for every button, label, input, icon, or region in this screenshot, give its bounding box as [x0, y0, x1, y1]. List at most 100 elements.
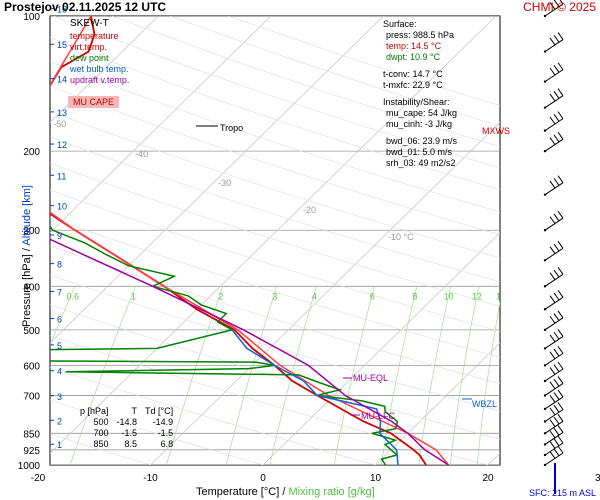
table-header: Td [°C]: [145, 406, 174, 416]
km-tick-label: 15: [57, 40, 67, 50]
mixing-ratio-label: 1: [131, 291, 136, 301]
x-tick-label: -10: [143, 473, 158, 484]
table-row: 850 8.5 6.8: [93, 439, 174, 449]
isotherm: [50, 16, 159, 123]
km-tick-label: 9: [57, 231, 62, 241]
surface-press: press: 988.5 hPa: [386, 30, 455, 40]
mixing-ratio-line: [50, 286, 76, 347]
isotherm-label: -10 °C: [388, 232, 414, 242]
wind-barb: [543, 131, 564, 153]
legend: SKEW-T temperature virt.temp. dew point …: [70, 18, 129, 86]
wind-barb: [543, 414, 564, 435]
wind-barb: [543, 267, 564, 288]
wbzl-label: WBZL: [472, 399, 497, 409]
wind-barb: [543, 240, 564, 262]
mixing-ratio-line: [541, 286, 560, 465]
p-tick-label: 400: [23, 282, 40, 293]
mxws-label: MXWS: [482, 126, 510, 136]
mixing-ratio-line: [449, 286, 480, 465]
surface-dwpt: dwpt: 10.9 °C: [386, 52, 441, 62]
isotherm: [375, 342, 500, 465]
mixing-ratio-line: [512, 286, 534, 465]
legend-dew-point: dew point: [70, 53, 109, 63]
km-tick-label: 12: [57, 140, 67, 150]
surface-temp: temp: 14.5 °C: [386, 41, 442, 51]
surface-tconv: t-conv: 14.7 °C: [383, 69, 443, 79]
wind-barb: [543, 361, 564, 383]
mixing-ratio-line: [225, 286, 278, 465]
annotations: Tropo MU-EQL MU-LFC WBZL MXWS: [196, 123, 556, 494]
surface-heading: Surface:: [383, 19, 417, 29]
km-tick-label: 6: [57, 315, 62, 325]
series-virt-temp: [50, 16, 450, 465]
legend-virt-temp: virt.temp.: [70, 42, 108, 52]
mixing-ratio-label: 14: [496, 291, 506, 301]
mu-eql-label: MU-EQL: [353, 373, 388, 383]
dry-adiabat: [50, 366, 376, 465]
tropo-label: Tropo: [220, 123, 243, 133]
bwd-01-value: bwd_01: 5.0 m/s: [386, 147, 453, 157]
wind-barb: [543, 0, 564, 18]
wind-barb: [543, 329, 564, 350]
level-table: p [hPa] T Td [°C] 500 -14.8 -14.9 700 -1.5-…: [76, 406, 177, 450]
x-axis-label: Temperature [°C] / Mixing ratio [g/kg]: [196, 486, 375, 498]
p-tick-label: 1000: [18, 461, 41, 472]
dry-adiabat: [50, 399, 264, 465]
chart-title: Prostejov 02.11.2025 12 UTC: [4, 0, 167, 14]
mixing-ratio-label: 4: [312, 291, 317, 301]
wind-barb: [543, 346, 564, 367]
km-tick-label: 5: [57, 341, 62, 351]
p-tick-label: 925: [23, 446, 40, 457]
dry-adiabat: [50, 61, 500, 213]
mixing-ratio-label: 8: [412, 291, 417, 301]
surface-info: Surface: press: 988.5 hPa temp: 14.5 °C …: [383, 19, 457, 169]
wind-barb: [543, 290, 564, 311]
mixing-ratio-line: [269, 286, 317, 465]
isotherm: [50, 16, 272, 234]
isotherm: [487, 452, 500, 465]
wind-barb: [543, 376, 564, 397]
dry-adiabat: [50, 136, 500, 283]
sfc-label: SFC: 215 m ASL: [528, 488, 596, 498]
srh-03-value: srh_03: 49 m2/s2: [386, 158, 456, 168]
km-tick-label: 13: [57, 108, 67, 118]
mu-cape-value: mu_cape: 54 J/kg: [386, 108, 458, 118]
plot-frame: [49, 15, 501, 466]
km-tick-label: 4: [57, 367, 62, 377]
axis-ticks: -30-20-100102030401002003004005006007008…: [18, 5, 600, 484]
p-tick-label: 850: [23, 429, 40, 440]
legend-temperature: temperature: [70, 31, 119, 41]
table-header: T: [131, 406, 138, 416]
series-dew-point: [50, 224, 399, 465]
legend-title: SKEW-T: [70, 18, 109, 29]
mixing-ratio-label: 0.6: [67, 291, 80, 301]
table-header: p [hPa]: [80, 406, 109, 416]
table-row: 700 -1.5 -1.5: [93, 428, 174, 438]
isotherm: [50, 16, 497, 454]
x-tick-label: 10: [370, 473, 382, 484]
wind-barbs: [543, 0, 564, 467]
legend-wet-bulb: wet bulb temp.: [70, 64, 129, 74]
isotherm: [50, 16, 384, 344]
mixing-ratio-label: 10: [444, 291, 454, 301]
wind-barb: [543, 402, 564, 423]
x-tick-label: -20: [31, 473, 46, 484]
km-tick-label: 10: [57, 202, 67, 212]
dry-adiabat: [50, 110, 500, 259]
isotherm-label: -40: [135, 149, 148, 159]
km-tick-label: 8: [57, 260, 62, 270]
x-tick-label: 20: [482, 473, 494, 484]
wind-barb: [543, 111, 564, 132]
wind-barb: [543, 62, 564, 83]
legend-updraft: updraft v.temp.: [70, 75, 130, 85]
brand-label: CHMI © 2025: [523, 0, 596, 14]
series-updraft-v-temp: [50, 238, 450, 465]
dry-adiabat: [50, 217, 500, 358]
mixing-ratio-line: [582, 286, 597, 465]
km-tick-label: 7: [57, 287, 62, 297]
p-tick-label: 500: [23, 326, 40, 337]
p-tick-label: 700: [23, 391, 40, 402]
mixing-ratio-label: 17: [527, 291, 537, 301]
